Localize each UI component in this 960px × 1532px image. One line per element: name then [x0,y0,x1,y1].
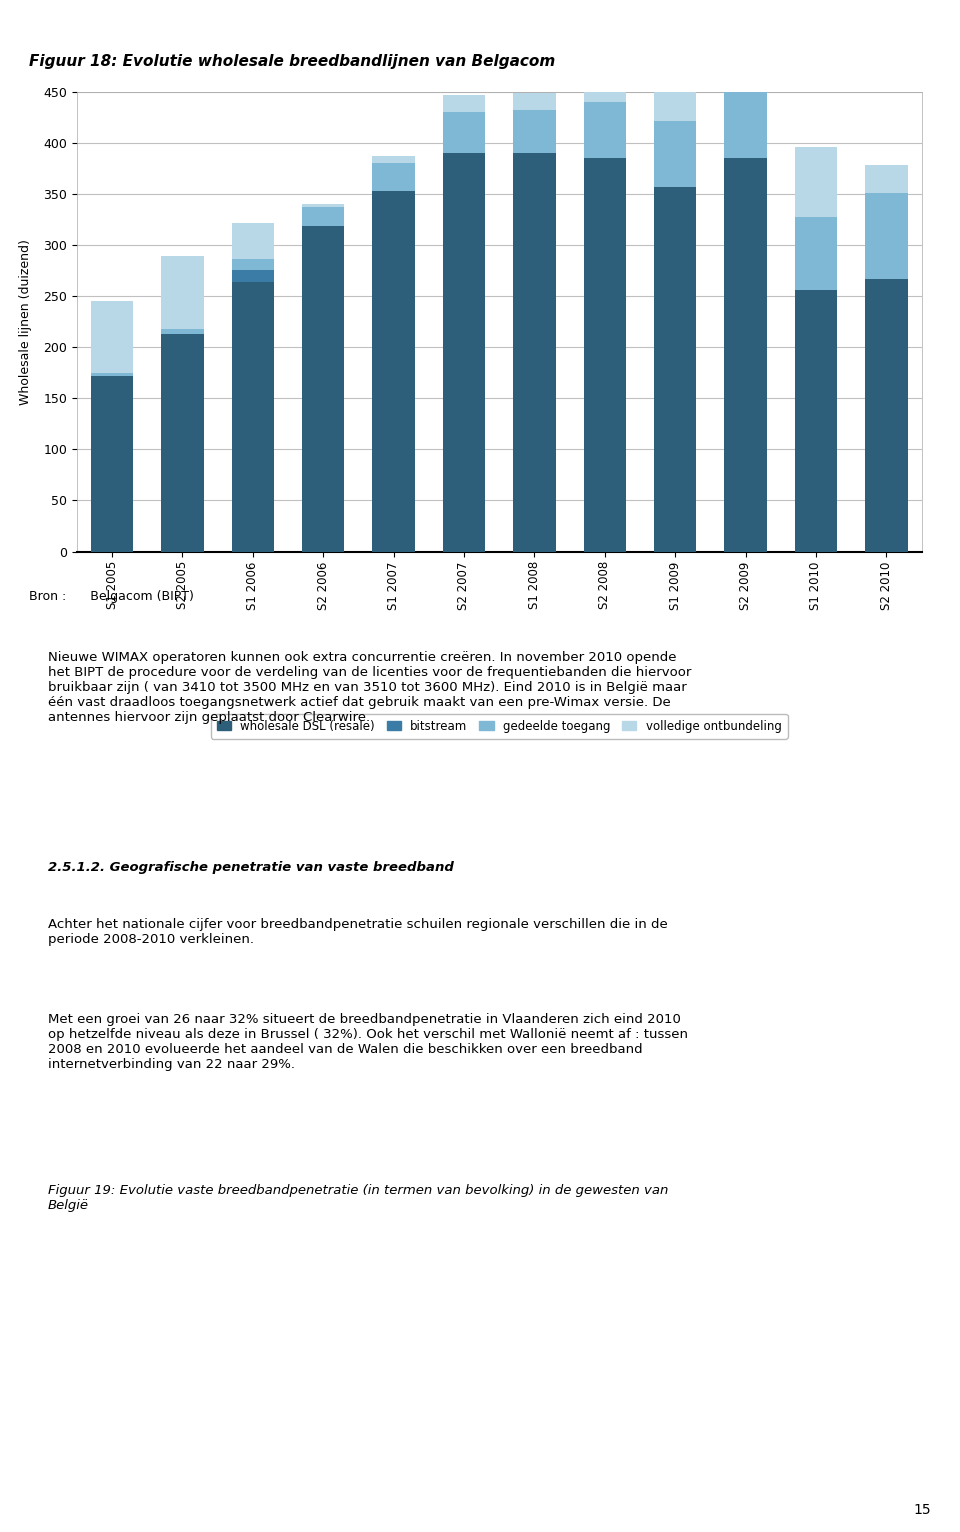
Bar [372,164,415,192]
Text: Met een groei van 26 naar 32% situeert de breedbandpenetratie in Vlaanderen zich: Met een groei van 26 naar 32% situeert d… [48,1013,688,1071]
Bar [91,372,133,375]
Text: Nieuwe WIMAX operatoren kunnen ook extra concurrentie creëren. In november 2010 : Nieuwe WIMAX operatoren kunnen ook extra… [48,651,691,725]
Text: 2.5.1.2. Geografische penetratie van vaste breedband: 2.5.1.2. Geografische penetratie van vas… [48,861,454,873]
Y-axis label: Wholesale lijnen (duizend): Wholesale lijnen (duizend) [19,239,32,404]
Bar [654,72,696,121]
Bar [865,279,907,552]
Bar [302,204,345,207]
Bar [654,121,696,187]
Bar [302,225,345,552]
Bar [231,270,274,282]
Bar [161,256,204,329]
Text: Bron :      Belgacom (BIPT): Bron : Belgacom (BIPT) [29,590,194,602]
Bar [865,193,907,279]
Bar [372,192,415,552]
Bar [795,290,837,552]
Bar [725,84,767,158]
Bar [91,302,133,372]
Bar [443,95,485,112]
Bar [795,147,837,216]
Text: 15: 15 [914,1503,931,1517]
Bar [302,207,345,225]
Bar [443,153,485,552]
Bar [514,110,556,153]
Bar [91,375,133,552]
Text: Figuur 18: Evolutie wholesale breedbandlijnen van Belgacom: Figuur 18: Evolutie wholesale breedbandl… [29,54,555,69]
Text: Figuur 19: Evolutie vaste breedbandpenetratie (in termen van bevolking) in de ge: Figuur 19: Evolutie vaste breedbandpenet… [48,1184,668,1212]
Bar [231,222,274,259]
Bar [725,158,767,552]
Bar [514,153,556,552]
Bar [725,35,767,84]
Bar [584,158,626,552]
Bar [161,329,204,334]
Bar [372,156,415,164]
Bar [443,112,485,153]
Bar [161,334,204,552]
Bar [231,282,274,552]
Text: Achter het nationale cijfer voor breedbandpenetratie schuilen regionale verschil: Achter het nationale cijfer voor breedba… [48,918,668,945]
Bar [795,216,837,290]
Bar [584,84,626,103]
Bar [584,103,626,158]
Bar [514,93,556,110]
Legend: wholesale DSL (resale), bitstream, gedeelde toegang, volledige ontbundeling: wholesale DSL (resale), bitstream, gedee… [211,714,787,738]
Bar [231,259,274,270]
Bar [865,165,907,193]
Bar [654,187,696,552]
